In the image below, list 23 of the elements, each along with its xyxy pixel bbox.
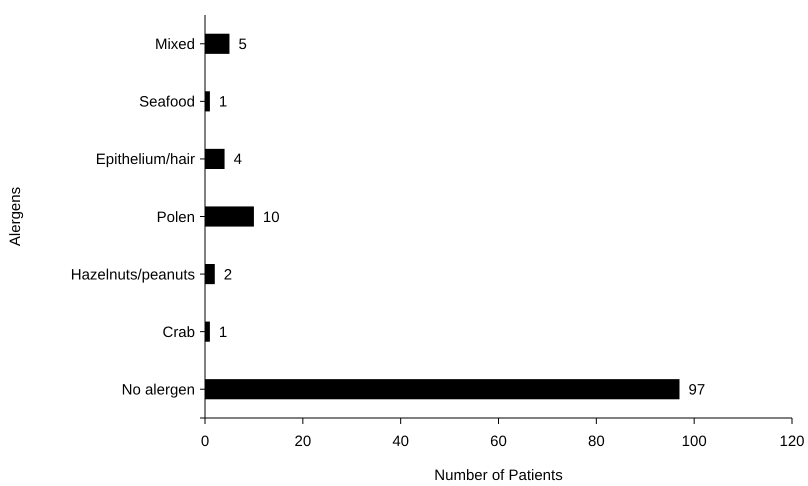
data-label: 97: [688, 381, 706, 398]
data-label: 2: [224, 266, 232, 284]
y-tick-label: Seafood: [139, 94, 195, 111]
data-label: 10: [262, 208, 280, 226]
y-tick-label: Epithelium/hair: [96, 151, 195, 168]
y-tick-label: Crab: [162, 324, 195, 341]
x-tick-label: 60: [490, 433, 507, 450]
x-axis-title: Number of Patients: [434, 467, 563, 484]
y-tick-label: No alergen: [122, 381, 195, 398]
data-label: 1: [218, 324, 228, 341]
y-tick-label: Polen: [156, 208, 195, 226]
x-tick-label: 80: [588, 433, 605, 450]
x-tick-label: 120: [779, 433, 805, 450]
x-tick-label: 100: [682, 433, 707, 450]
data-label: 4: [234, 151, 242, 168]
x-tick-label: 40: [392, 433, 410, 450]
data-label: 1: [218, 94, 228, 111]
y-axis-title: Alergens: [7, 186, 24, 246]
x-tick-label: 20: [294, 433, 312, 450]
y-tick-label: Mixed: [154, 36, 195, 54]
y-tick-label: Hazelnuts/peanuts: [70, 266, 195, 284]
data-label: 5: [238, 36, 247, 54]
x-tick-label: 0: [200, 433, 210, 450]
